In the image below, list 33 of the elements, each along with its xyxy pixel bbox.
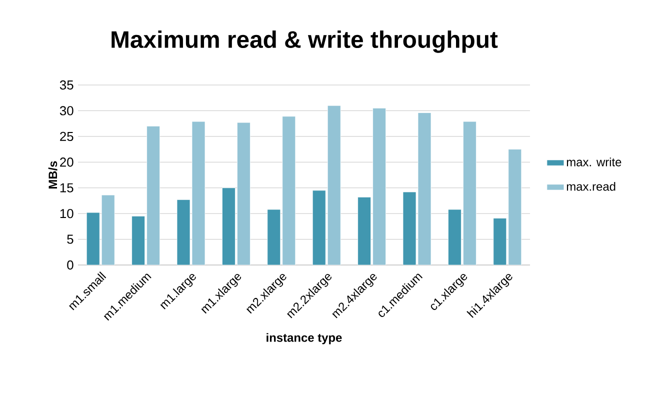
x-axis-title: instance type xyxy=(266,333,342,344)
bar xyxy=(462,121,476,265)
bar xyxy=(508,149,522,265)
bar xyxy=(402,192,416,265)
y-tick-label: 5 xyxy=(67,234,74,244)
y-tick-label: 15 xyxy=(60,183,74,192)
bar xyxy=(192,121,206,265)
bar xyxy=(418,112,432,265)
bar xyxy=(493,218,507,265)
legend-label: max. write xyxy=(566,158,622,166)
legend-label: max.read xyxy=(566,182,616,191)
bar xyxy=(176,199,190,265)
bar xyxy=(132,216,146,265)
y-tick-label: 35 xyxy=(60,80,74,90)
y-tick-label: 10 xyxy=(60,208,74,218)
bar xyxy=(282,116,296,265)
bar xyxy=(448,209,462,265)
bar xyxy=(358,196,372,265)
bar xyxy=(86,212,100,265)
bar xyxy=(327,105,341,265)
y-tick-label: 0 xyxy=(67,260,74,270)
y-tick-label: 30 xyxy=(60,106,74,116)
bar xyxy=(101,194,115,265)
y-axis-title: MB/s xyxy=(48,161,58,188)
y-tick-label: 25 xyxy=(60,132,74,142)
bar xyxy=(146,126,160,265)
bar xyxy=(372,108,386,265)
chart-title: Maximum read & write throughput xyxy=(112,30,498,53)
y-tick-label: 20 xyxy=(60,158,74,167)
bar xyxy=(267,209,281,265)
bar xyxy=(236,122,250,265)
bar xyxy=(222,188,236,265)
bar xyxy=(312,190,326,265)
